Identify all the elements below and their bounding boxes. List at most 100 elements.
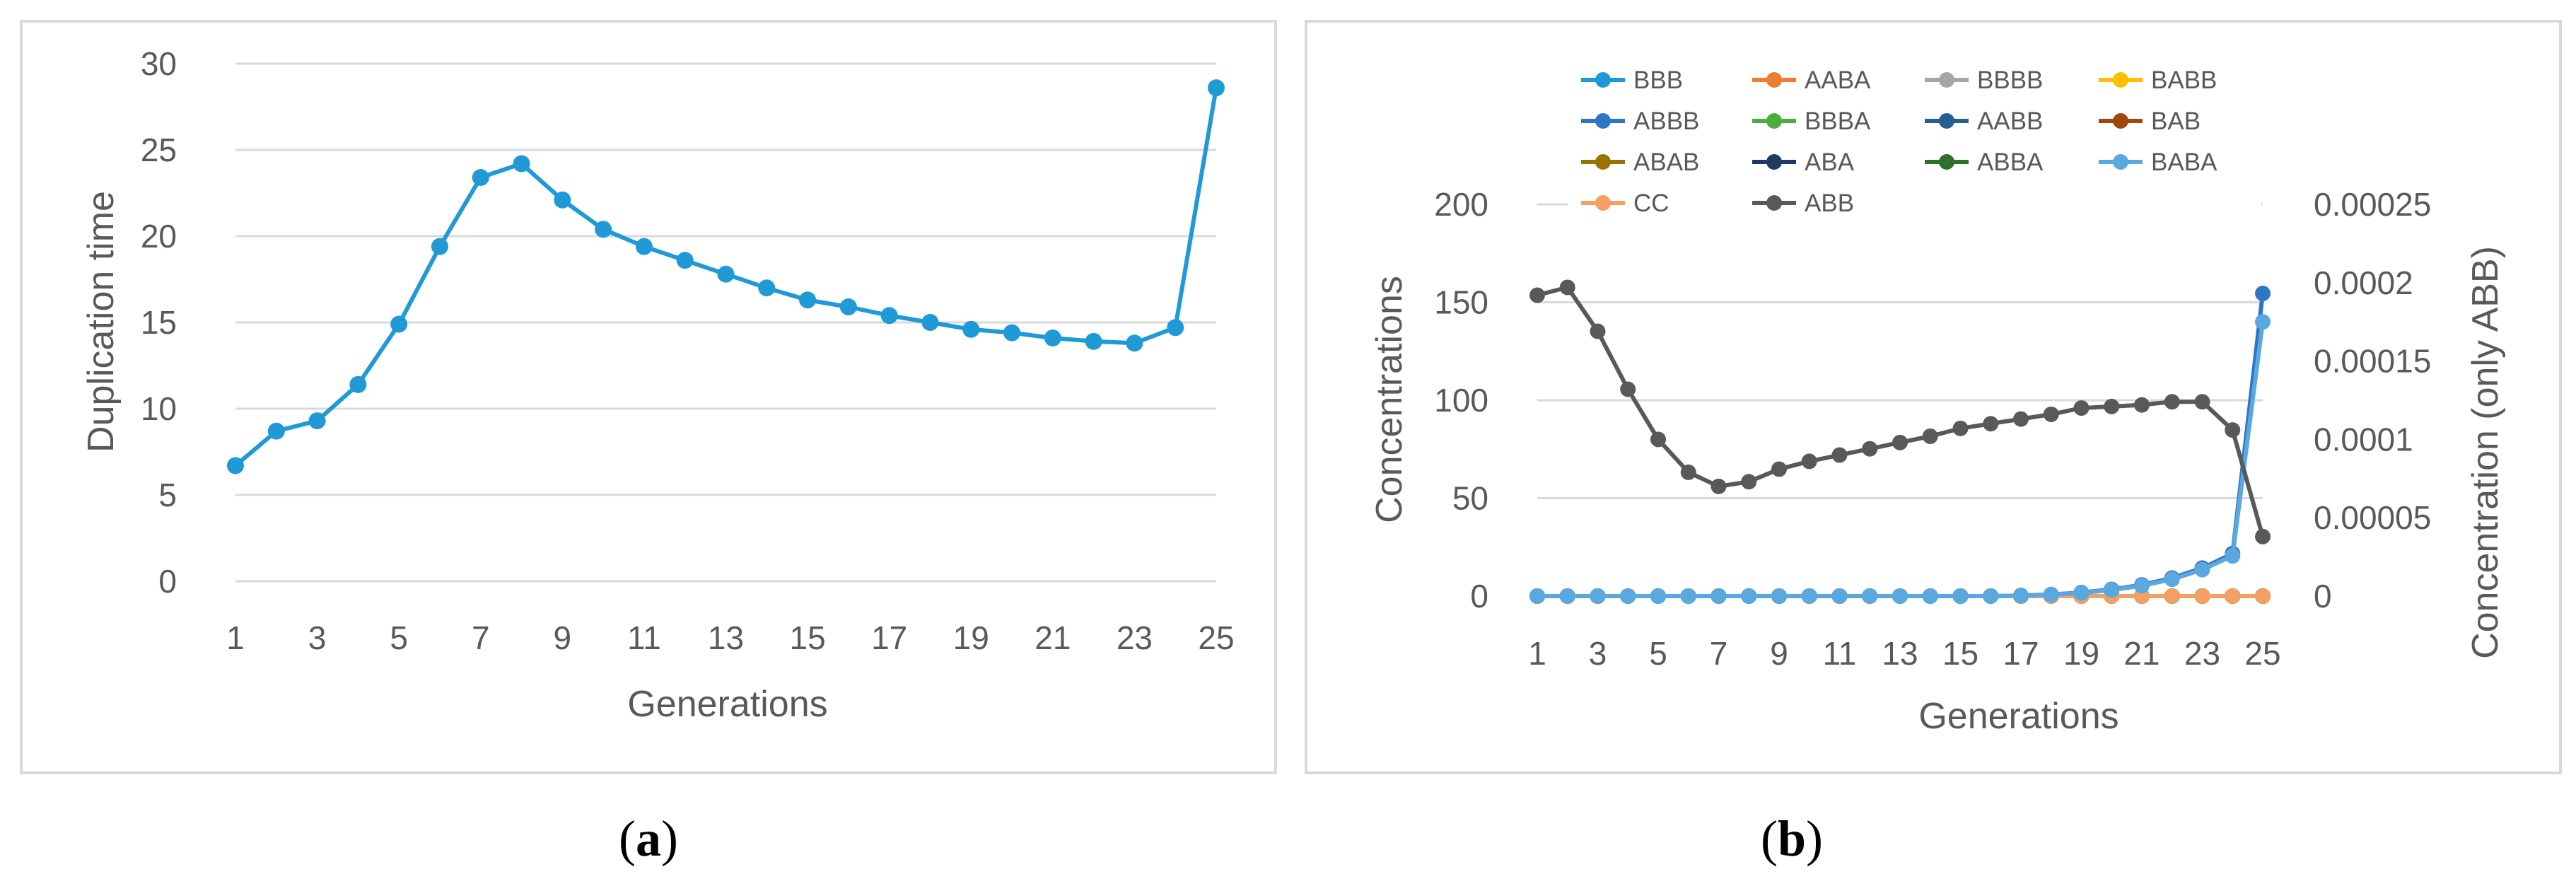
data-point <box>1529 287 1545 303</box>
data-point <box>758 279 776 297</box>
legend-marker <box>1595 113 1611 129</box>
y-tick-label: 15 <box>141 304 177 341</box>
data-point <box>921 314 939 331</box>
data-point <box>1741 474 1757 490</box>
data-point <box>2073 400 2090 416</box>
data-point <box>1208 79 1225 97</box>
y-tick-label: 100 <box>1434 382 1488 419</box>
panel-a-y-axis-title: Duplication time <box>81 191 122 453</box>
data-point <box>1862 441 1878 457</box>
panel-a-x-axis-title: Generations <box>627 684 827 725</box>
data-point <box>1710 588 1727 604</box>
data-point <box>2164 588 2180 604</box>
data-point <box>635 238 653 255</box>
x-tick-label: 13 <box>1882 635 1918 672</box>
legend-label: BAB <box>2151 107 2201 135</box>
x-tick-label: 5 <box>1649 635 1667 672</box>
x-tick-label: 1 <box>226 619 245 656</box>
x-tick-label: 21 <box>1035 619 1071 656</box>
data-point <box>1650 431 1666 448</box>
data-point <box>962 320 980 338</box>
y2-tick-label: 0.00025 <box>2314 186 2431 223</box>
legend-item-bbb: BBB <box>1581 66 1683 94</box>
data-point <box>1559 588 1575 604</box>
legend-item-aba: ABA <box>1752 148 1855 176</box>
panel-a-y-tick-labels: 0 5 10 15 20 25 30 <box>141 45 177 600</box>
x-tick-label: 3 <box>1589 635 1607 672</box>
y2-tick-label: 0.0001 <box>2314 421 2413 457</box>
caption-b: (b) <box>1761 810 1823 867</box>
data-point <box>1983 588 1999 604</box>
data-point <box>1771 588 1787 604</box>
data-point <box>1650 588 1666 604</box>
y-tick-label: 200 <box>1434 186 1488 223</box>
y2-tick-label: 0 <box>2314 578 2332 614</box>
data-point <box>1922 428 1938 444</box>
x-tick-label: 25 <box>1198 619 1234 656</box>
data-point <box>2164 394 2180 410</box>
data-point <box>1801 453 1817 470</box>
data-point <box>2104 582 2120 598</box>
data-point <box>2255 528 2271 544</box>
legend-item-babb: BABB <box>2099 66 2217 94</box>
data-point <box>1983 416 1999 432</box>
x-tick-label: 9 <box>1770 635 1788 672</box>
y-tick-label: 50 <box>1452 480 1488 517</box>
y-tick-label: 25 <box>141 132 177 168</box>
legend-marker <box>2113 72 2128 88</box>
data-point <box>2194 561 2210 578</box>
series-duplication time <box>227 79 1225 474</box>
legend-item-abb: ABB <box>1752 190 1854 217</box>
data-point <box>2043 587 2059 603</box>
caption-a: (a) <box>619 810 678 867</box>
data-point <box>1862 588 1878 604</box>
data-point <box>1590 323 1606 339</box>
data-point <box>2255 286 2271 302</box>
data-point <box>2104 398 2120 414</box>
data-point <box>1167 319 1184 337</box>
data-point <box>1801 588 1817 604</box>
legend-marker <box>2113 113 2128 129</box>
panel-b-y2-tick-labels: 0 0.00005 0.0001 0.00015 0.0002 0.00025 <box>2314 186 2431 614</box>
legend-label: ABAB <box>1633 148 1699 176</box>
data-point <box>554 191 571 209</box>
panel-b-y-tick-labels: 0 50 100 150 200 <box>1434 186 1488 614</box>
data-point <box>839 298 857 316</box>
data-point <box>1892 434 1908 450</box>
x-tick-label: 19 <box>2063 635 2099 672</box>
data-point <box>308 412 326 430</box>
x-tick-label: 25 <box>2244 635 2280 672</box>
x-tick-label: 7 <box>472 619 490 656</box>
data-point <box>1952 420 1969 436</box>
legend-label: BBBB <box>1977 66 2043 94</box>
x-tick-label: 23 <box>1117 619 1153 656</box>
x-tick-label: 15 <box>1942 635 1978 672</box>
data-point <box>2225 548 2241 564</box>
legend-marker <box>1595 154 1611 170</box>
legend-marker <box>1939 72 1954 88</box>
data-point <box>2073 585 2090 601</box>
y-tick-label: 0 <box>158 563 177 600</box>
y-tick-label: 150 <box>1434 284 1488 321</box>
data-point <box>1771 461 1787 477</box>
data-point <box>1952 588 1969 604</box>
data-point <box>1003 324 1021 342</box>
panel-b-series <box>1529 279 2271 604</box>
x-tick-label: 15 <box>789 619 825 656</box>
y-tick-label: 10 <box>141 390 177 427</box>
y-tick-label: 20 <box>141 218 177 255</box>
panel-b-y2-axis-title: Concentration (only ABB) <box>2465 246 2506 659</box>
x-tick-label: 23 <box>2184 635 2220 672</box>
x-tick-label: 19 <box>953 619 989 656</box>
data-point <box>2013 588 2029 604</box>
data-point <box>2043 406 2059 422</box>
legend-label: BABA <box>2151 148 2217 176</box>
legend-label: BABB <box>2151 66 2217 94</box>
data-point <box>349 375 367 393</box>
y2-tick-label: 0.0002 <box>2314 264 2413 301</box>
legend-marker <box>2113 154 2128 170</box>
legend-marker <box>1766 154 1782 170</box>
data-point <box>1892 588 1908 604</box>
legend-background <box>1568 61 2261 225</box>
